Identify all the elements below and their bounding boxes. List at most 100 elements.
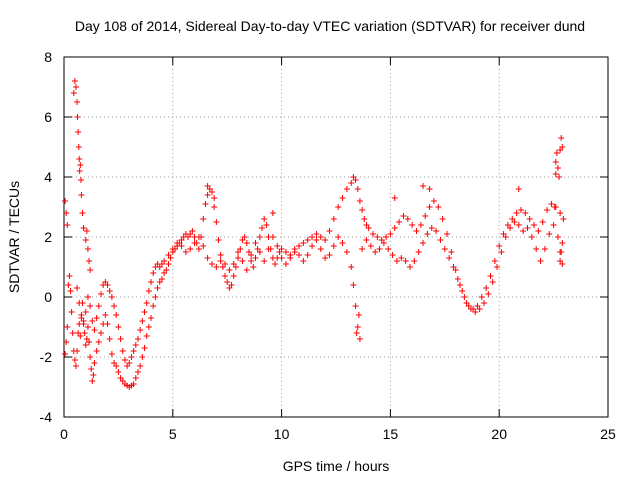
data-point — [383, 234, 390, 240]
data-point — [239, 258, 246, 264]
data-point — [424, 231, 431, 237]
data-point — [309, 234, 316, 240]
data-point — [211, 195, 218, 201]
data-point — [553, 150, 560, 156]
data-point — [243, 267, 250, 273]
data-point — [439, 216, 446, 222]
data-point — [552, 171, 559, 177]
data-point — [230, 261, 237, 267]
data-point — [143, 333, 150, 339]
data-point — [524, 225, 531, 231]
data-point — [178, 243, 185, 249]
data-point — [472, 309, 479, 315]
data-point — [84, 294, 91, 300]
data-point — [204, 255, 211, 261]
data-point — [374, 234, 381, 240]
data-point — [454, 276, 461, 282]
data-point — [132, 375, 139, 381]
data-point — [502, 234, 509, 240]
data-point — [76, 156, 83, 162]
data-point — [97, 291, 104, 297]
data-point — [300, 258, 307, 264]
data-point — [115, 324, 122, 330]
data-point — [71, 78, 78, 84]
data-point — [348, 264, 355, 270]
data-point — [528, 234, 535, 240]
data-point — [533, 246, 540, 252]
data-point — [213, 219, 220, 225]
y-tick-label: 2 — [44, 229, 52, 245]
data-point — [256, 234, 263, 240]
plot-frame — [63, 56, 609, 418]
data-point — [489, 279, 496, 285]
data-point — [313, 237, 320, 243]
data-point — [348, 180, 355, 186]
data-point — [463, 300, 470, 306]
data-point — [420, 183, 427, 189]
data-point — [417, 222, 424, 228]
data-point — [200, 243, 207, 249]
data-point — [376, 246, 383, 252]
data-point — [398, 255, 405, 261]
data-point — [63, 210, 70, 216]
data-point — [248, 258, 255, 264]
data-point — [65, 282, 72, 288]
x-tick-label: 0 — [60, 426, 68, 442]
data-point — [68, 309, 75, 315]
data-point — [191, 240, 198, 246]
data-point — [82, 309, 89, 315]
data-point — [450, 264, 457, 270]
data-point — [350, 282, 357, 288]
data-point — [494, 264, 501, 270]
data-point — [365, 225, 372, 231]
data-point — [300, 240, 307, 246]
data-point — [317, 246, 324, 252]
data-point — [64, 222, 71, 228]
data-point — [557, 210, 564, 216]
data-point — [353, 330, 360, 336]
y-tick-label: 6 — [44, 109, 52, 125]
data-point — [356, 198, 363, 204]
data-point — [461, 294, 468, 300]
data-point — [372, 249, 379, 255]
data-point — [165, 261, 172, 267]
data-point — [304, 237, 311, 243]
data-point — [296, 243, 303, 249]
data-point — [476, 306, 483, 312]
data-point — [430, 198, 437, 204]
data-point — [355, 312, 362, 318]
data-point — [551, 204, 558, 210]
data-point — [539, 219, 546, 225]
data-point — [304, 252, 311, 258]
data-point — [211, 204, 218, 210]
data-point — [134, 369, 141, 375]
x-tick-label: 20 — [491, 426, 507, 442]
data-point — [354, 324, 361, 330]
data-point — [387, 231, 394, 237]
data-point — [87, 303, 94, 309]
data-point — [296, 252, 303, 258]
data-point — [81, 330, 88, 336]
data-point — [457, 282, 464, 288]
data-point — [195, 246, 202, 252]
data-point — [446, 255, 453, 261]
data-point — [97, 330, 104, 336]
data-point — [339, 195, 346, 201]
data-point — [215, 237, 222, 243]
data-point — [361, 216, 368, 222]
data-point — [422, 213, 429, 219]
data-point — [208, 189, 215, 195]
data-point — [174, 240, 181, 246]
data-point — [119, 348, 126, 354]
data-point — [148, 279, 155, 285]
data-point — [74, 285, 81, 291]
data-point — [145, 324, 152, 330]
data-point — [261, 216, 268, 222]
data-point — [559, 240, 566, 246]
data-point — [515, 186, 522, 192]
data-point — [189, 228, 196, 234]
data-point — [71, 357, 78, 363]
data-point — [513, 210, 520, 216]
data-point — [62, 198, 69, 204]
data-point — [204, 192, 211, 198]
